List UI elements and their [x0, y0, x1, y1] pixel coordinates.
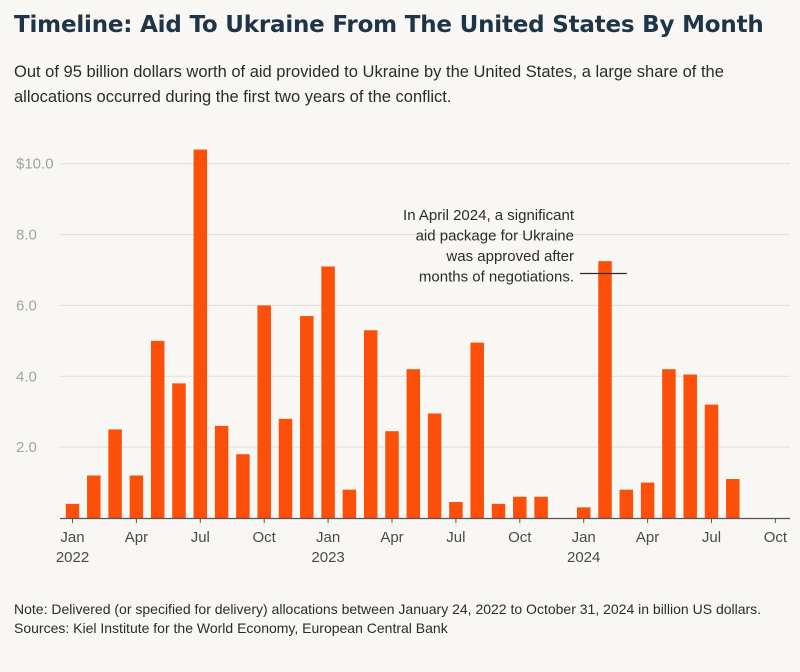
- bar: [150, 340, 165, 518]
- y-tick-label: 4.0: [16, 368, 37, 385]
- sources-text: Sources: Kiel Institute for the World Ec…: [14, 620, 448, 636]
- x-tick-label: Oct: [253, 529, 277, 546]
- x-tick-label: Oct: [508, 529, 532, 546]
- bar: [619, 489, 634, 518]
- y-axis-ticks: 2.0 4.0 6.0 8.0 $10.0: [16, 156, 54, 456]
- chart-title: Timeline: Aid To Ukraine From The United…: [14, 12, 764, 38]
- bar: [683, 374, 697, 518]
- annotation-line: months of negotiations.: [419, 269, 574, 286]
- bar: [108, 429, 122, 518]
- bar: [534, 496, 548, 518]
- x-tick-label: Jan: [572, 529, 596, 546]
- bar: [449, 502, 463, 518]
- bar: [427, 413, 442, 518]
- y-tick-label: $10.0: [16, 156, 54, 173]
- bar: [342, 489, 357, 518]
- bar: [257, 305, 271, 518]
- x-tick-label: Apr: [380, 529, 403, 546]
- x-year-label: 2024: [567, 549, 600, 566]
- x-tick-label: Apr: [125, 529, 148, 546]
- bar: [172, 383, 186, 518]
- bars: [65, 149, 740, 519]
- bar: [406, 369, 421, 518]
- bar: [363, 330, 378, 518]
- bar: [726, 479, 740, 518]
- bar: [193, 149, 208, 519]
- bar: [129, 475, 144, 518]
- bar: [598, 261, 612, 518]
- bar: [321, 266, 335, 518]
- annotation-line: In April 2024, a significant: [403, 207, 575, 224]
- x-tick-label: Apr: [636, 529, 659, 546]
- x-tick-label: Oct: [764, 529, 788, 546]
- annotation-line: was approved after: [445, 248, 574, 265]
- x-tick-label: Jul: [446, 529, 465, 546]
- bar: [278, 418, 293, 518]
- bar-chart: 2.0 4.0 6.0 8.0 $10.0 Jan 2022 Apr Jul Oct Jan 202…: [16, 149, 790, 566]
- annotation: In April 2024, a significant aid package …: [403, 207, 627, 286]
- x-year-label: 2022: [56, 549, 89, 566]
- bar: [491, 503, 506, 518]
- bar: [576, 507, 591, 518]
- bar: [470, 342, 484, 518]
- bar: [385, 431, 399, 518]
- x-tick-label: Jan: [316, 529, 340, 546]
- x-tick-label: Jul: [191, 529, 210, 546]
- bar: [214, 425, 229, 518]
- bar: [513, 496, 527, 518]
- note-text: Note: Delivered (or specified for delive…: [14, 601, 762, 617]
- annotation-line: aid package for Ukraine: [416, 228, 574, 245]
- bar: [65, 503, 80, 518]
- y-tick-label: 2.0: [16, 439, 37, 456]
- footnote: Note: Delivered (or specified for delive…: [14, 600, 784, 638]
- bar: [662, 369, 676, 518]
- x-tick-label: Jul: [702, 529, 721, 546]
- bar: [87, 475, 101, 518]
- x-axis: Jan 2022 Apr Jul Oct Jan 2023 Apr Jul Oct Jan 2024 A…: [56, 517, 790, 566]
- y-tick-label: 8.0: [16, 227, 37, 244]
- bar: [236, 454, 250, 518]
- x-tick-label: Jan: [60, 529, 84, 546]
- bar: [640, 482, 655, 518]
- x-year-label: 2023: [311, 549, 344, 566]
- y-tick-label: 6.0: [16, 297, 37, 314]
- bar: [704, 404, 719, 518]
- chart-subtitle: Out of 95 billion dollars worth of aid p…: [14, 63, 724, 106]
- bar: [300, 316, 314, 518]
